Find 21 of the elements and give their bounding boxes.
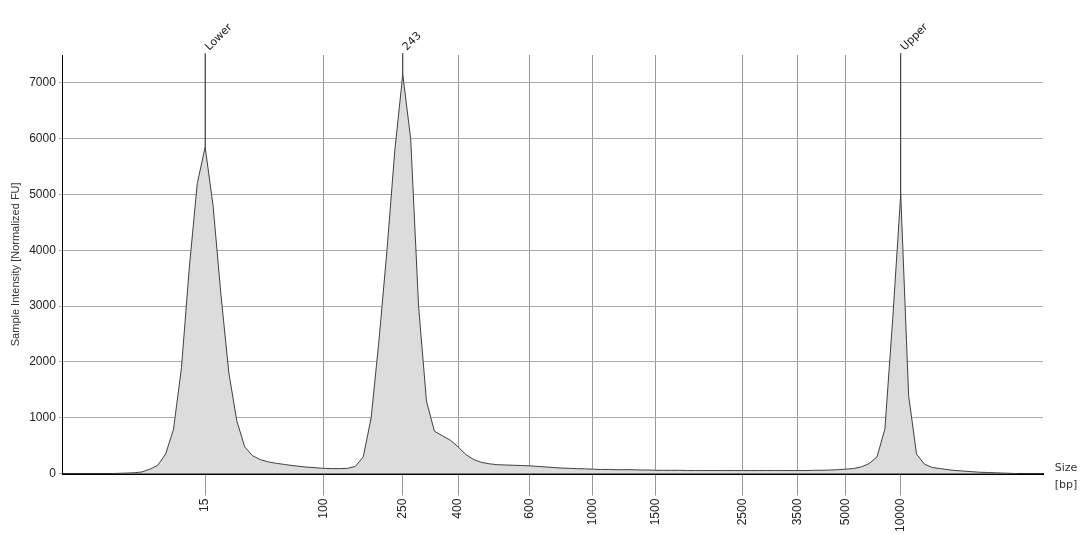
y-tick-label: 1000 [29, 410, 57, 425]
y-tick-label: 0 [49, 465, 57, 480]
y-tick-label: 7000 [29, 75, 57, 90]
x-tick-label: 1500 [648, 498, 663, 526]
x-tick-label: 3500 [790, 498, 805, 526]
x-tick-label: 1000 [584, 498, 599, 526]
y-tick-label: 6000 [29, 131, 57, 146]
x-tick-label: 10000 [893, 498, 908, 533]
y-tick-label: 4000 [29, 242, 57, 257]
x-axis-title: Size [bp] [1053, 460, 1079, 493]
x-tick-label: 2500 [734, 498, 749, 526]
y-axis-title: Sample Intensity [Normalized FU] [8, 182, 21, 347]
y-tick-label: 2000 [29, 354, 57, 369]
y-tick-label: 5000 [29, 186, 57, 201]
x-tick-label: 600 [521, 498, 536, 519]
x-tick-label: 15 [197, 498, 212, 512]
x-tick-label: 400 [450, 498, 465, 519]
x-tick-label: 100 [316, 498, 331, 519]
x-tick-label: 5000 [837, 498, 852, 526]
x-tick-label: 250 [395, 498, 410, 519]
y-tick-label: 3000 [29, 298, 57, 313]
